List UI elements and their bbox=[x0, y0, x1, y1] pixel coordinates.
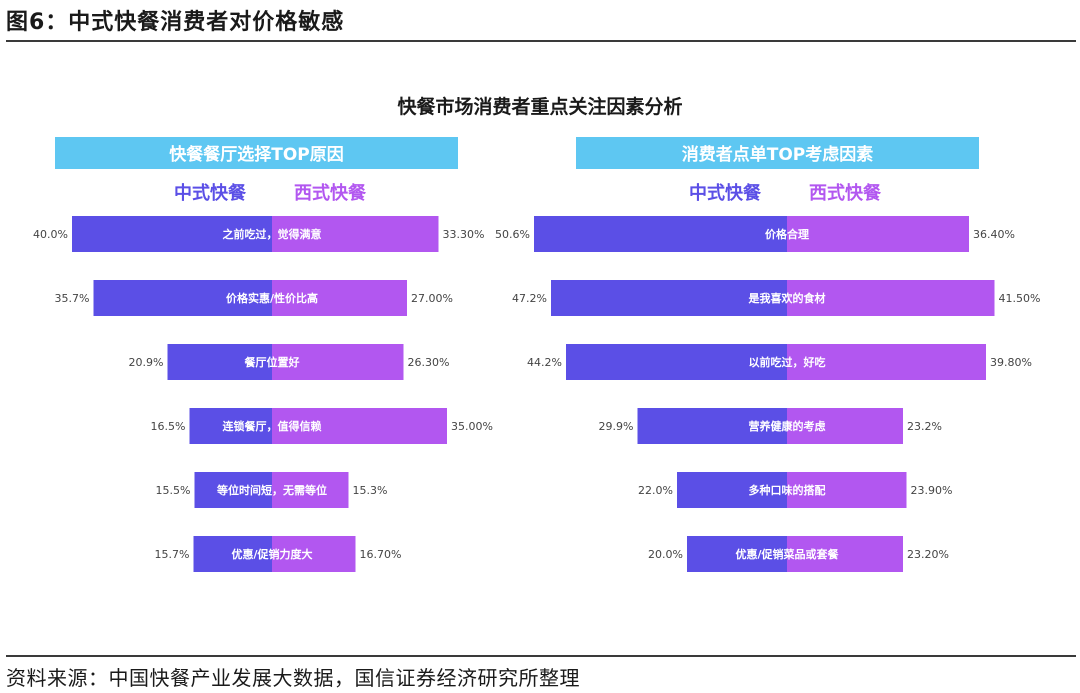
legend-western: 西式快餐 bbox=[809, 182, 882, 204]
value-label-chinese: 22.0% bbox=[638, 484, 673, 497]
panel-header: 消费者点单TOP考虑因素 bbox=[682, 144, 874, 165]
value-label-western: 23.90% bbox=[911, 484, 953, 497]
category-label: 价格实惠/性价比高 bbox=[226, 291, 318, 305]
category-label: 等位时间短，无需等位 bbox=[216, 483, 327, 497]
bar-western bbox=[272, 472, 349, 508]
category-label: 连锁餐厅，值得信赖 bbox=[223, 419, 322, 433]
category-label: 之前吃过，觉得满意 bbox=[223, 227, 322, 241]
category-label: 优惠/促销菜品或套餐 bbox=[735, 547, 839, 561]
value-label-chinese: 15.7% bbox=[155, 548, 190, 561]
bar-western bbox=[272, 216, 439, 252]
value-label-chinese: 29.9% bbox=[599, 420, 634, 433]
bar-chinese bbox=[534, 216, 787, 252]
value-label-western: 33.30% bbox=[443, 228, 485, 241]
category-label: 以前吃过，好吃 bbox=[749, 355, 826, 369]
chart-title: 快餐市场消费者重点关注因素分析 bbox=[397, 96, 683, 118]
category-label: 是我喜欢的食材 bbox=[748, 291, 826, 305]
bar-chinese bbox=[194, 472, 272, 508]
panel-header: 快餐餐厅选择TOP原因 bbox=[169, 144, 344, 165]
value-label-western: 35.00% bbox=[451, 420, 493, 433]
category-label: 价格合理 bbox=[765, 227, 809, 241]
bar-western bbox=[787, 408, 903, 444]
figure-title: 图6：中式快餐消费者对价格敏感 bbox=[6, 10, 345, 35]
value-label-chinese: 44.2% bbox=[527, 356, 562, 369]
bar-western bbox=[787, 344, 986, 380]
bar-chinese bbox=[72, 216, 272, 252]
panel-header-band bbox=[55, 137, 458, 169]
bar-western bbox=[272, 344, 404, 380]
value-label-western: 41.50% bbox=[999, 292, 1041, 305]
value-label-western: 15.3% bbox=[353, 484, 388, 497]
value-label-chinese: 15.5% bbox=[156, 484, 191, 497]
bar-chinese bbox=[677, 472, 787, 508]
panel-header-band bbox=[576, 137, 979, 169]
category-label: 多种口味的搭配 bbox=[749, 483, 826, 497]
value-label-western: 36.40% bbox=[973, 228, 1015, 241]
value-label-chinese: 16.5% bbox=[151, 420, 186, 433]
value-label-western: 23.20% bbox=[907, 548, 949, 561]
bar-chinese bbox=[566, 344, 787, 380]
bar-western bbox=[787, 216, 969, 252]
value-label-western: 26.30% bbox=[408, 356, 450, 369]
value-label-chinese: 20.9% bbox=[129, 356, 164, 369]
value-label-chinese: 40.0% bbox=[33, 228, 68, 241]
source-note: 资料来源：中国快餐产业发展大数据，国信证券经济研究所整理 bbox=[6, 666, 580, 690]
legend-western: 西式快餐 bbox=[294, 182, 367, 204]
bar-western bbox=[787, 472, 907, 508]
value-label-western: 27.00% bbox=[411, 292, 453, 305]
bar-chinese bbox=[167, 344, 272, 380]
legend-chinese: 中式快餐 bbox=[689, 182, 762, 204]
top-rule bbox=[6, 40, 1076, 42]
value-label-western: 23.2% bbox=[907, 420, 942, 433]
category-label: 优惠/促销力度大 bbox=[231, 547, 312, 561]
bar-chinese bbox=[687, 536, 787, 572]
bar-western bbox=[272, 536, 356, 572]
value-label-chinese: 35.7% bbox=[55, 292, 90, 305]
value-label-chinese: 20.0% bbox=[648, 548, 683, 561]
bar-western bbox=[272, 280, 407, 316]
bar-western bbox=[787, 280, 995, 316]
bar-chinese bbox=[93, 280, 272, 316]
value-label-chinese: 50.6% bbox=[495, 228, 530, 241]
bar-chinese bbox=[551, 280, 787, 316]
value-label-western: 16.70% bbox=[360, 548, 402, 561]
bar-western bbox=[272, 408, 447, 444]
bottom-rule bbox=[6, 655, 1076, 657]
category-label: 营养健康的考虑 bbox=[749, 419, 826, 433]
category-label: 餐厅位置好 bbox=[244, 355, 300, 369]
value-label-chinese: 47.2% bbox=[512, 292, 547, 305]
bar-chinese bbox=[189, 408, 272, 444]
bar-chinese bbox=[637, 408, 787, 444]
bar-chinese bbox=[193, 536, 272, 572]
legend-chinese: 中式快餐 bbox=[174, 182, 247, 204]
bar-western bbox=[787, 536, 903, 572]
value-label-western: 39.80% bbox=[990, 356, 1032, 369]
